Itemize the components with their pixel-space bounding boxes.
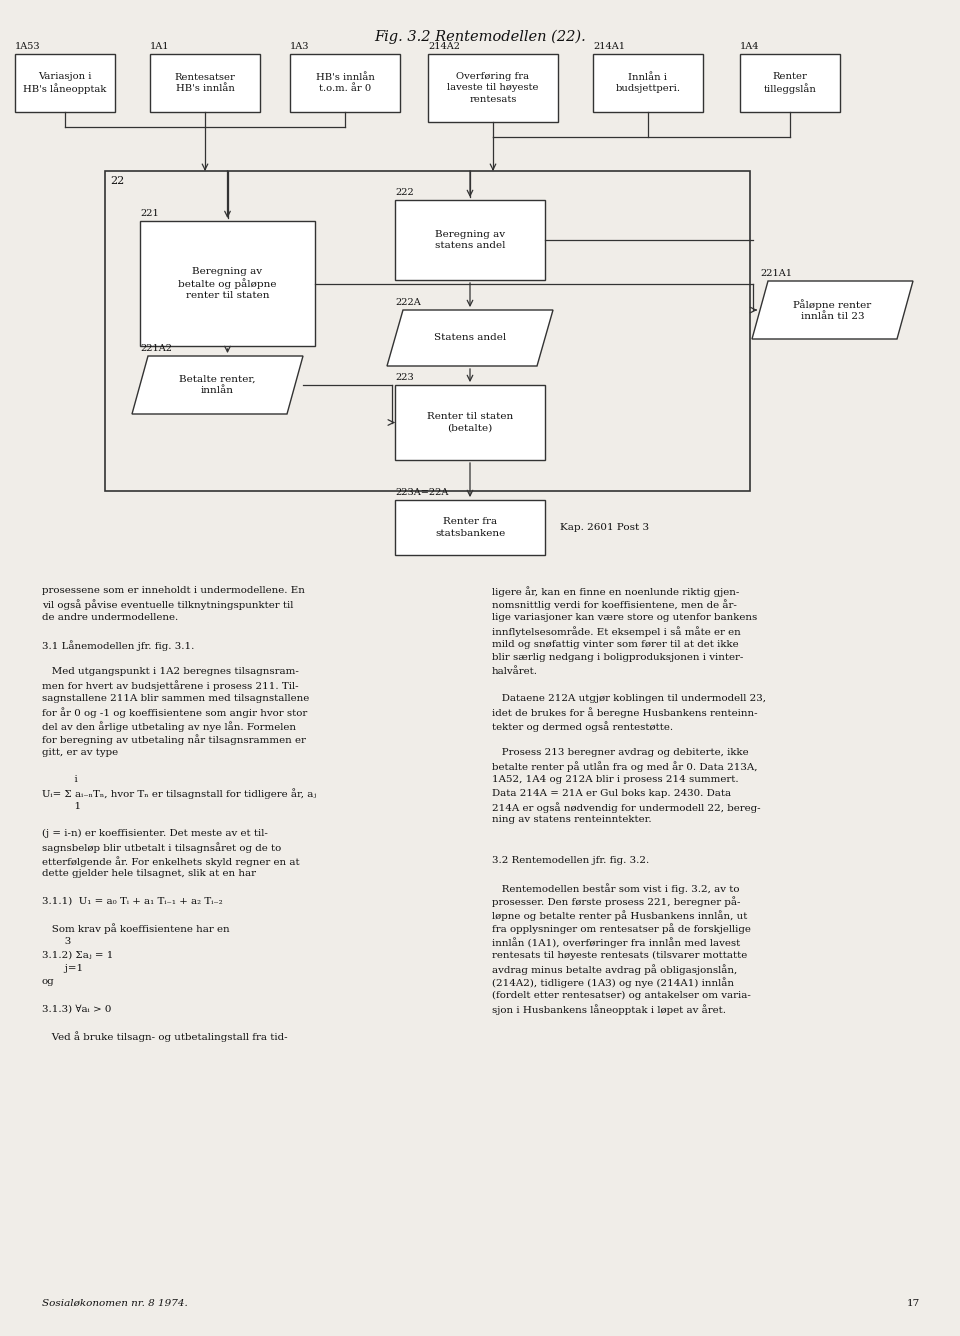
Text: de andre undermodellene.: de andre undermodellene. [42,613,179,623]
Text: Beregning av
statens andel: Beregning av statens andel [435,230,505,250]
Text: (214A2), tidligere (1A3) og nye (214A1) innlån: (214A2), tidligere (1A3) og nye (214A1) … [492,978,734,989]
Text: Dataene 212A utgjør koblingen til undermodell 23,: Dataene 212A utgjør koblingen til underm… [492,693,766,703]
Text: gitt, er av type: gitt, er av type [42,748,118,758]
Text: 1: 1 [42,802,82,811]
Text: Fig. 3.2 Rentemodellen (22).: Fig. 3.2 Rentemodellen (22). [374,29,586,44]
Text: løpne og betalte renter på Husbankens innlån, ut: løpne og betalte renter på Husbankens in… [492,910,748,921]
Bar [150,53,260,112]
Text: 17: 17 [907,1299,920,1308]
Text: 22: 22 [110,176,124,186]
Text: 222A: 222A [395,298,420,307]
Text: sjon i Husbankens låneopptak i løpet av året.: sjon i Husbankens låneopptak i løpet av … [492,1005,726,1015]
Text: ning av statens renteinntekter.: ning av statens renteinntekter. [492,815,652,824]
Text: (fordelt etter rentesatser) og antakelser om varia-: (fordelt etter rentesatser) og antakelse… [492,991,751,1001]
Text: Betalte renter,
innlån: Betalte renter, innlån [180,375,255,395]
Polygon shape [132,355,303,414]
Text: avdrag minus betalte avdrag på obligasjonslån,: avdrag minus betalte avdrag på obligasjo… [492,965,737,975]
Text: 3.1.1)  U₁ = a₀ Tᵢ + a₁ Tᵢ₋₁ + a₂ Tᵢ₋₂: 3.1.1) U₁ = a₀ Tᵢ + a₁ Tᵢ₋₁ + a₂ Tᵢ₋₂ [42,896,223,906]
Text: Ved å bruke tilsagn- og utbetalingstall fra tid-: Ved å bruke tilsagn- og utbetalingstall … [42,1031,288,1042]
Bar [395,500,545,554]
Text: (j = i-n) er koeffisienter. Det meste av et til-: (j = i-n) er koeffisienter. Det meste av… [42,830,268,838]
Text: j=1: j=1 [42,965,84,973]
Bar [15,53,115,112]
Text: Data 214A = 21A er Gul boks kap. 2430. Data: Data 214A = 21A er Gul boks kap. 2430. D… [492,788,732,798]
Text: Prosess 213 beregner avdrag og debiterte, ikke: Prosess 213 beregner avdrag og debiterte… [492,748,749,758]
Text: 3: 3 [42,937,71,946]
Text: Beregning av
betalte og påløpne
renter til staten: Beregning av betalte og påløpne renter t… [179,267,276,301]
Bar [290,53,400,112]
Text: for beregning av utbetaling når tilsagnsrammen er: for beregning av utbetaling når tilsagns… [42,735,306,745]
Text: dette gjelder hele tilsagnet, slik at en har: dette gjelder hele tilsagnet, slik at en… [42,870,256,879]
Text: Renter fra
statsbankene: Renter fra statsbankene [435,517,505,537]
Polygon shape [752,281,913,339]
Text: fra opplysninger om rentesatser på de forskjellige: fra opplysninger om rentesatser på de fo… [492,923,751,934]
Text: del av den årlige utbetaling av nye lån. Formelen: del av den årlige utbetaling av nye lån.… [42,721,296,732]
Text: sagnsbeløp blir utbetalt i tilsagnsåret og de to: sagnsbeløp blir utbetalt i tilsagnsåret … [42,843,281,854]
Text: lige variasjoner kan være store og utenfor bankens: lige variasjoner kan være store og utenf… [492,613,757,623]
Text: rentesats til høyeste rentesats (tilsvarer mottatte: rentesats til høyeste rentesats (tilsvar… [492,950,747,959]
Text: Uᵢ= Σ aᵢ₋ₙTₙ, hvor Tₙ er tilsagnstall for tidligere år, aⱼ: Uᵢ= Σ aᵢ₋ₙTₙ, hvor Tₙ er tilsagnstall fo… [42,788,316,799]
Text: HB's innlån
t.o.m. år 0: HB's innlån t.o.m. år 0 [316,73,374,94]
Text: 223A=22A: 223A=22A [395,488,448,497]
Text: betalte renter på utlån fra og med år 0. Data 213A,: betalte renter på utlån fra og med år 0.… [492,762,757,772]
Text: 223: 223 [395,373,414,382]
Text: 214A1: 214A1 [593,41,625,51]
Text: Renter til staten
(betalte): Renter til staten (betalte) [427,413,514,433]
Text: for år 0 og -1 og koeffisientene som angir hvor stor: for år 0 og -1 og koeffisientene som ang… [42,708,307,719]
Text: Som krav på koeffisientene har en: Som krav på koeffisientene har en [42,923,229,934]
Text: 214A er også nødvendig for undermodell 22, bereg-: 214A er også nødvendig for undermodell 2… [492,802,760,812]
Bar [395,385,545,460]
Text: Med utgangspunkt i 1A2 beregnes tilsagnsram-: Med utgangspunkt i 1A2 beregnes tilsagns… [42,667,299,676]
Text: 221A1: 221A1 [760,269,792,278]
Text: sagnstallene 211A blir sammen med tilsagnstallene: sagnstallene 211A blir sammen med tilsag… [42,693,309,703]
Text: Sosialøkonomen nr. 8 1974.: Sosialøkonomen nr. 8 1974. [42,1299,188,1308]
Text: Påløpne renter
innlån til 23: Påløpne renter innlån til 23 [793,299,872,321]
Text: 221: 221 [140,208,158,218]
Text: prosessene som er inneholdt i undermodellene. En: prosessene som er inneholdt i undermodel… [42,587,305,595]
Text: Rentesatser
HB's innlån: Rentesatser HB's innlån [175,73,235,94]
Text: 3.2 Rentemodellen jfr. fig. 3.2.: 3.2 Rentemodellen jfr. fig. 3.2. [492,856,649,864]
Bar [105,171,750,492]
Text: i: i [42,775,78,784]
Text: Overføring fra
laveste til høyeste
rentesats: Overføring fra laveste til høyeste rente… [447,72,539,104]
Text: Innlån i
budsjettperi.: Innlån i budsjettperi. [615,73,681,94]
Text: Statens andel: Statens andel [434,334,506,342]
Text: mild og snøfattig vinter som fører til at det ikke: mild og snøfattig vinter som fører til a… [492,640,738,649]
Text: men for hvert av budsjettårene i prosess 211. Til-: men for hvert av budsjettårene i prosess… [42,680,299,691]
Text: innflytelsesområde. Et eksempel i så måte er en: innflytelsesområde. Et eksempel i så måt… [492,627,741,637]
Text: 221A2: 221A2 [140,343,172,353]
Bar [140,220,315,346]
Text: Variasjon i
HB's låneopptak: Variasjon i HB's låneopptak [23,72,107,95]
Text: 3.1.3) ∀aᵢ > 0: 3.1.3) ∀aᵢ > 0 [42,1005,111,1014]
Bar [395,200,545,281]
Text: idet de brukes for å beregne Husbankens renteinn-: idet de brukes for å beregne Husbankens … [492,708,757,719]
Text: innlån (1A1), overføringer fra innlån med lavest: innlån (1A1), overføringer fra innlån me… [492,937,740,947]
Text: og: og [42,978,55,986]
Bar [428,53,558,122]
Text: Rentemodellen består som vist i fig. 3.2, av to: Rentemodellen består som vist i fig. 3.2… [492,883,739,894]
Polygon shape [387,310,553,366]
Text: 1A52, 1A4 og 212A blir i prosess 214 summert.: 1A52, 1A4 og 212A blir i prosess 214 sum… [492,775,738,784]
Text: 3.1.2) Σaⱼ = 1: 3.1.2) Σaⱼ = 1 [42,950,113,959]
Text: prosesser. Den første prosess 221, beregner på-: prosesser. Den første prosess 221, bereg… [492,896,740,907]
Text: 1A3: 1A3 [290,41,309,51]
Text: 1A53: 1A53 [15,41,40,51]
Text: 222: 222 [395,188,414,196]
Text: halvåret.: halvåret. [492,667,538,676]
Text: 3.1 Lånemodellen jfr. fig. 3.1.: 3.1 Lånemodellen jfr. fig. 3.1. [42,640,194,651]
Text: nomsnittlig verdi for koeffisientene, men de år-: nomsnittlig verdi for koeffisientene, me… [492,600,737,611]
Text: blir særlig nedgang i boligproduksjonen i vinter-: blir særlig nedgang i boligproduksjonen … [492,653,743,663]
Text: etterfølgende år. For enkelhets skyld regner en at: etterfølgende år. For enkelhets skyld re… [42,856,300,867]
Text: 214A2: 214A2 [428,41,460,51]
Text: Kap. 2601 Post 3: Kap. 2601 Post 3 [560,522,649,532]
Text: Renter
tilleggslån: Renter tilleggslån [763,72,816,95]
Bar [740,53,840,112]
Text: 1A4: 1A4 [740,41,759,51]
Text: vil også påvise eventuelle tilknytningspunkter til: vil også påvise eventuelle tilknytningsp… [42,600,294,611]
Bar [593,53,703,112]
Text: 1A1: 1A1 [150,41,170,51]
Text: tekter og dermed også rentestøtte.: tekter og dermed også rentestøtte. [492,721,673,732]
Text: ligere år, kan en finne en noenlunde riktig gjen-: ligere år, kan en finne en noenlunde rik… [492,587,739,597]
